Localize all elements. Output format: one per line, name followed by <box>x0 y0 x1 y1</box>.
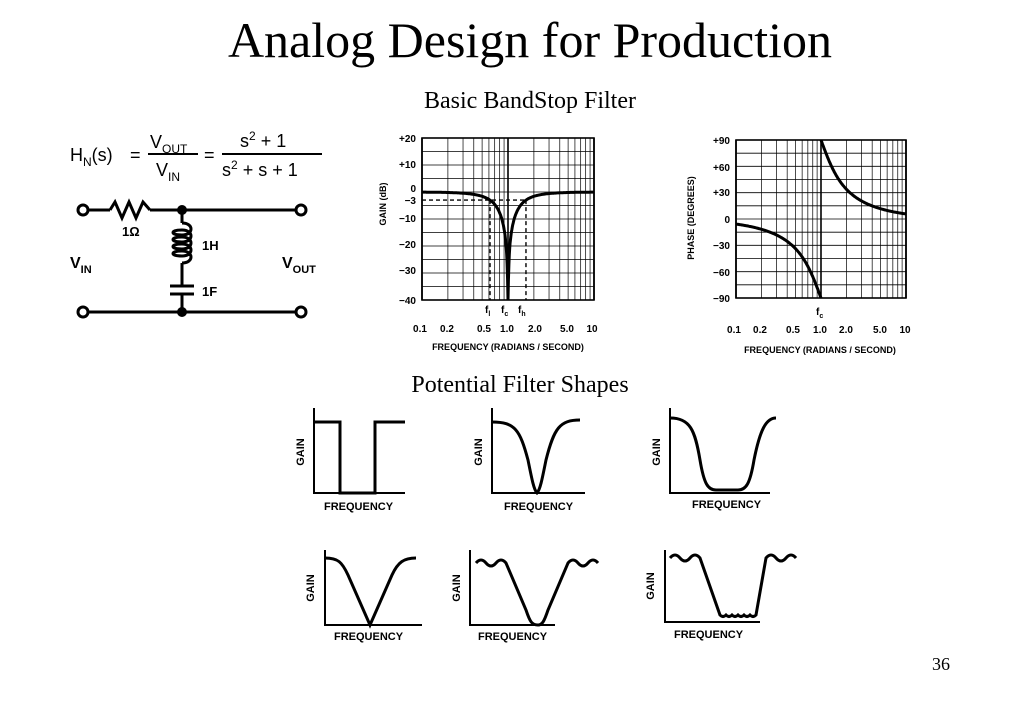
phase-ytick: −30 <box>713 241 730 252</box>
capacitor-label: 1F <box>202 284 217 299</box>
shape-panel-wide <box>669 408 777 494</box>
inductor-label: 1H <box>202 238 219 253</box>
shape-gain-label: GAIN <box>305 574 317 602</box>
transfer-function-equation: HN(s) = VOUT VIN = s2 + 1 s2 + s + 1 <box>70 129 322 184</box>
phase-curve-low <box>736 222 823 299</box>
equals-sign-2: = <box>204 145 215 165</box>
plot-frame <box>735 139 907 299</box>
shape-frequency-label: FREQUENCY <box>504 501 574 513</box>
phase-grid <box>735 139 907 299</box>
output-terminal-bottom <box>294 305 308 319</box>
gain-curve <box>422 190 594 301</box>
shape-panel-ripple-both <box>664 550 798 623</box>
phase-ytick: +90 <box>713 136 730 147</box>
page-number: 36 <box>932 654 950 674</box>
gain-ytick: 0 <box>410 184 416 195</box>
phase-ylabel: PHASE (DEGREES) <box>686 176 696 260</box>
vout-fraction-top: VOUT <box>150 132 188 156</box>
fl-marker: fl <box>485 305 490 318</box>
gain-grid <box>421 137 595 301</box>
shape-frequency-label: FREQUENCY <box>692 499 762 511</box>
gain-ytick: −20 <box>399 240 416 251</box>
phase-xtick: 10 <box>899 325 911 336</box>
phase-ytick: +60 <box>713 163 730 174</box>
gain-ytick: −10 <box>399 214 416 225</box>
input-terminal-bottom <box>76 305 90 319</box>
vout-label: VOUT <box>282 255 316 276</box>
inductor <box>171 221 193 265</box>
gain-ytick: −30 <box>399 266 416 277</box>
shape-gain-label: GAIN <box>645 572 657 600</box>
phase-xtick: 0.1 <box>727 325 741 336</box>
phase-fc-marker: fc <box>816 307 823 320</box>
gain-xtick: 1.0 <box>500 324 514 335</box>
gain-ytick: −3 <box>405 196 417 207</box>
hn-label: HN(s) <box>70 145 113 169</box>
resistor-label: 1Ω <box>122 224 140 239</box>
shape-panel-ripple-passband <box>469 550 600 627</box>
shape-panel-notch <box>491 408 585 496</box>
input-terminal-top <box>76 203 90 217</box>
phase-plot: PHASE (DEGREES) +90 +60 +30 0 −30 −60 −9… <box>686 136 911 355</box>
filter-shapes: GAIN FREQUENCY GAIN FREQUENCY GAIN FREQU… <box>295 408 798 643</box>
phase-xtick: 1.0 <box>813 325 827 336</box>
bandstop-circuit: 1Ω 1H 1F VIN VOUT <box>70 198 316 319</box>
gain-plot: GAIN (dB) +20 +10 0 −3 −10 −20 −30 −40 0… <box>378 134 598 352</box>
fc-marker: fc <box>501 305 508 318</box>
shape-gain-label: GAIN <box>295 438 307 466</box>
numerator: s2 + 1 <box>240 129 286 151</box>
gain-xtick: 5.0 <box>560 324 574 335</box>
filter-shapes-subtitle: Potential Filter Shapes <box>411 372 629 398</box>
vin-fraction-bottom: VIN <box>156 160 180 184</box>
shape-panel-v <box>324 550 422 629</box>
phase-xlabel: FREQUENCY (RADIANS / SECOND) <box>744 345 896 355</box>
phase-xtick: 0.5 <box>786 325 800 336</box>
junction-top <box>177 205 187 215</box>
shape-frequency-label: FREQUENCY <box>324 501 394 513</box>
gain-ytick: −40 <box>399 296 416 307</box>
resistor <box>108 198 152 222</box>
gain-ytick: +20 <box>399 134 416 145</box>
phase-ytick: −90 <box>713 294 730 305</box>
shape-panel-ideal <box>313 408 405 495</box>
vin-label: VIN <box>70 255 92 276</box>
gain-xtick: 2.0 <box>528 324 542 335</box>
phase-xtick: 2.0 <box>839 325 853 336</box>
gain-ytick: +10 <box>399 160 416 171</box>
slide-title: Analog Design for Production <box>227 12 833 68</box>
gain-ylabel: GAIN (dB) <box>378 183 388 226</box>
output-terminal-top <box>294 203 308 217</box>
shape-gain-label: GAIN <box>451 574 463 602</box>
denominator: s2 + s + 1 <box>222 158 298 180</box>
gain-xlabel: FREQUENCY (RADIANS / SECOND) <box>432 342 584 352</box>
fh-marker: fh <box>518 305 526 318</box>
phase-ytick: 0 <box>724 215 730 226</box>
gain-xtick: 0.1 <box>413 324 427 335</box>
shape-gain-label: GAIN <box>473 438 485 466</box>
phase-ytick: −60 <box>713 268 730 279</box>
equals-sign: = <box>130 145 141 165</box>
shape-frequency-label: FREQUENCY <box>674 629 744 641</box>
bandstop-subtitle: Basic BandStop Filter <box>424 88 636 114</box>
phase-xtick: 5.0 <box>873 325 887 336</box>
gain-xtick: 0.5 <box>477 324 491 335</box>
shape-gain-label: GAIN <box>651 438 663 466</box>
junction-bottom <box>177 307 187 317</box>
shape-frequency-label: FREQUENCY <box>334 631 404 643</box>
phase-curve-high <box>819 139 906 216</box>
gain-xtick: 10 <box>586 324 598 335</box>
phase-ytick: +30 <box>713 188 730 199</box>
shape-frequency-label: FREQUENCY <box>478 631 548 643</box>
gain-xtick: 0.2 <box>440 324 454 335</box>
phase-xtick: 0.2 <box>753 325 767 336</box>
